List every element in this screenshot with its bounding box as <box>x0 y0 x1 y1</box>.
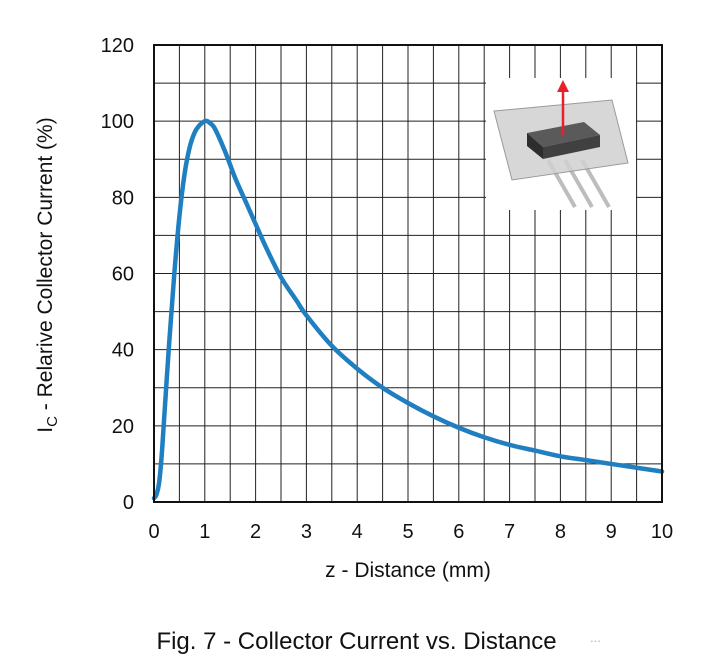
sensor-body-front <box>543 135 600 159</box>
y-tick-label: 80 <box>112 187 134 209</box>
sensor-inset-image <box>486 78 636 210</box>
x-tick-label: 2 <box>250 521 261 543</box>
x-tick-label: 7 <box>504 521 515 543</box>
direction-arrow-icon <box>557 80 569 136</box>
x-axis-title: z - Distance (mm) <box>325 559 491 582</box>
x-tick-label: 3 <box>301 521 312 543</box>
y-tick-label: 120 <box>101 35 134 57</box>
plot-frame <box>153 44 663 503</box>
figure-caption: Fig. 7 - Collector Current vs. Distance <box>156 628 557 655</box>
y-tick-label: 0 <box>123 492 134 514</box>
y-axis-title: IC - Relarive Collector Current (%) <box>34 117 61 432</box>
x-tick-label: 1 <box>199 521 210 543</box>
x-tick-label: 4 <box>352 521 363 543</box>
x-tick-label: 5 <box>402 521 413 543</box>
sensor-body-side <box>527 133 543 159</box>
y-tick-label: 60 <box>112 264 134 286</box>
x-tick-label: 9 <box>606 521 617 543</box>
x-tick-label: 10 <box>651 521 673 543</box>
x-tick-label: 6 <box>453 521 464 543</box>
y-axis-title-text: - Relarive Collector Current (%) <box>34 117 57 416</box>
x-tick-label: 8 <box>555 521 566 543</box>
chart-marks <box>151 118 665 501</box>
y-tick-label: 40 <box>112 340 134 362</box>
watermark: ... <box>590 630 601 645</box>
y-axis-title-symbol: I <box>34 427 57 433</box>
y-tick-label: 20 <box>112 416 134 438</box>
y-axis-title-subscript: C <box>44 416 61 427</box>
x-tick-label: 0 <box>148 521 159 543</box>
y-tick-label: 100 <box>101 111 134 133</box>
series-line <box>151 118 665 501</box>
